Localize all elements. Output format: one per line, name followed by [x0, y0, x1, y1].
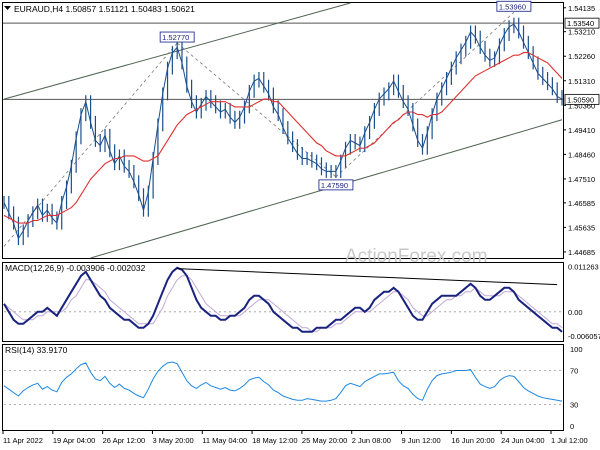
macd-trendline: [177, 268, 558, 286]
y-tick-label: 1.46585: [568, 199, 595, 208]
rsi-y-tick-label: 100: [570, 345, 583, 354]
price-annotation-box: [318, 179, 354, 191]
rsi-y-tick-label: 30: [570, 401, 578, 410]
y-tick-label: 1.44685: [568, 248, 595, 257]
price-annotation-label: 1.53960: [499, 2, 526, 11]
x-tick-label: 3 May 20:00: [152, 436, 193, 445]
x-tick-label: 24 Jun 04:00: [501, 436, 544, 445]
dashed-swing-line: [335, 12, 515, 178]
x-tick-label: 18 May 12:00: [252, 436, 297, 445]
rsi-y-tick-label: 70: [570, 367, 578, 376]
y-tick-label: 1.47510: [568, 175, 595, 184]
price-annotation-label: 1.47590: [321, 181, 348, 190]
y-tick-label: 1.48460: [568, 150, 595, 159]
x-tick-label: 26 Apr 12:00: [103, 436, 146, 445]
macd-y-tick-label: 0.011263: [568, 263, 599, 272]
price-annotation-box: [159, 31, 195, 43]
price-level-box: [564, 93, 600, 105]
price-series-line: [3, 23, 563, 240]
frames: [2, 2, 564, 431]
macd-y-tick-label: 0.00: [568, 308, 583, 317]
y-tick-label: 1.51310: [568, 77, 595, 86]
watermark: ActionForex.com: [345, 246, 488, 267]
y-tick-label: 1.49410: [568, 126, 595, 135]
macd-panel-frame: [2, 262, 564, 342]
rsi-title: RSI(14) 33.9170: [5, 345, 68, 355]
chart-menu-triangle-icon[interactable]: [4, 6, 11, 10]
price-level-label: 1.50590: [567, 95, 594, 104]
x-tick-label: 11 May 04:00: [202, 436, 247, 445]
price-header: EURAUD,H4 1.50857 1.51121 1.50483 1.5062…: [4, 4, 195, 14]
rsi-panel-frame: [2, 344, 564, 431]
moving-average-line: [3, 52, 563, 224]
macd-title: MACD(12,26,9) -0.003906 -0.002032: [5, 263, 146, 273]
rsi-line: [3, 361, 563, 402]
x-tick-label: 11 Apr 2022: [3, 436, 43, 445]
macd-line: [3, 266, 563, 333]
y-tick-label: 1.52260: [568, 52, 595, 61]
y-tick-label: 1.54135: [568, 4, 595, 13]
y-tick-label: 1.53210: [568, 28, 595, 37]
price-level-label: 1.53540: [567, 19, 594, 28]
dashed-swing-line: [176, 42, 337, 178]
rsi-y-tick-label: 0: [570, 422, 574, 431]
x-tick-label: 9 Jun 12:00: [402, 436, 441, 445]
y-tick-label: 1.50360: [568, 101, 595, 110]
price-title: EURAUD,H4 1.50857 1.51121 1.50483 1.5062…: [14, 4, 195, 14]
price-annotation-box: [496, 0, 532, 12]
x-tick-label: 1 Jul 12:00: [551, 436, 588, 445]
x-tick-label: 25 May 20:00: [302, 436, 347, 445]
x-tick-label: 19 Apr 04:00: [53, 436, 96, 445]
y-tick-label: 1.45635: [568, 223, 595, 232]
price-annotation-label: 1.52770: [162, 33, 189, 42]
x-tick-label: 16 Jun 20:00: [451, 436, 494, 445]
price-level-box: [564, 17, 600, 29]
macd-signal-line: [3, 275, 563, 333]
macd-y-tick-label: -0.006057: [568, 332, 600, 341]
x-tick-label: 2 Jun 08:00: [352, 436, 391, 445]
